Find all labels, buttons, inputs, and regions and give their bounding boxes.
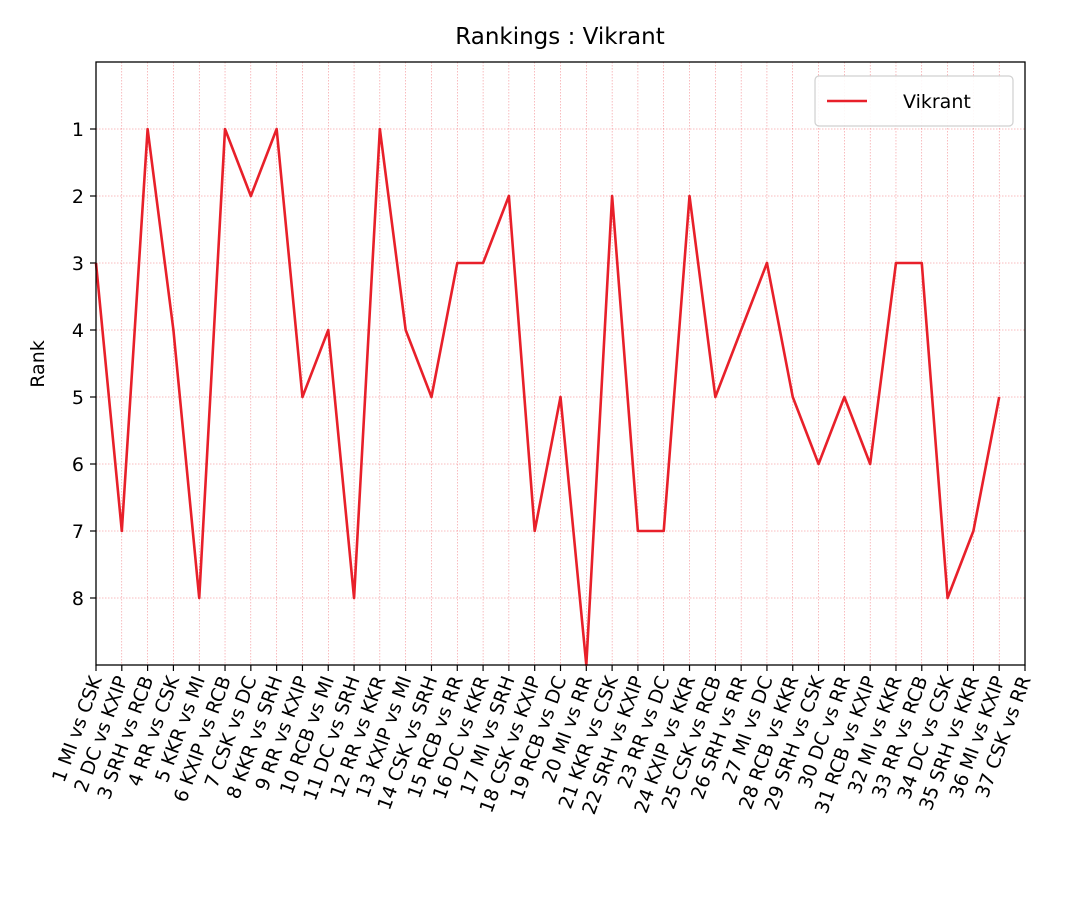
y-tick-label: 3 [72,253,84,275]
y-tick-label: 5 [72,387,84,409]
y-axis-label: Rank [27,340,49,387]
y-tick-label: 4 [72,320,84,342]
legend-box [814,75,1014,127]
legend: Vikrant [814,75,1014,127]
y-tick-label: 1 [72,119,84,141]
y-tick-label: 6 [72,454,84,476]
line [94,127,1001,667]
legend-label: Vikrant [903,91,971,113]
plot-frame [95,61,1026,666]
y-tick-label: 7 [72,521,84,543]
y-tick-label: 2 [72,186,84,208]
y-tick-label: 8 [72,588,84,610]
chart-title: Rankings : Vikrant [455,24,664,50]
